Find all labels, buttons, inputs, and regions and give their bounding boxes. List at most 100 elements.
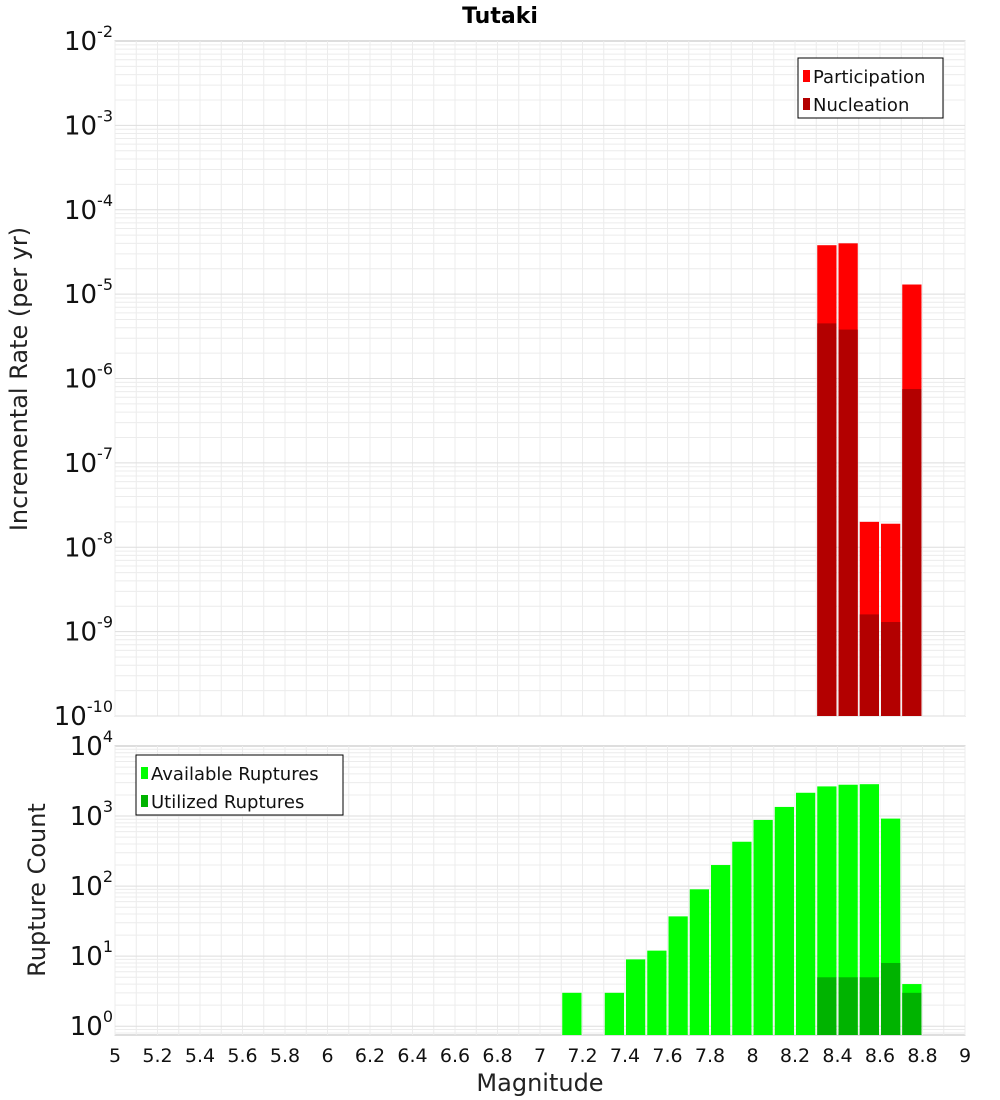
x-tick-label: 8 bbox=[746, 1045, 758, 1067]
available-ruptures-bar bbox=[626, 959, 646, 1035]
y-tick-label: 10-6 bbox=[64, 360, 113, 395]
available-ruptures-bar bbox=[668, 916, 688, 1035]
x-tick-label: 7 bbox=[534, 1045, 546, 1067]
legend-box bbox=[797, 57, 944, 119]
count-bars bbox=[562, 784, 922, 1035]
x-tick-label: 7.8 bbox=[695, 1045, 725, 1067]
legend-label: Utilized Ruptures bbox=[151, 792, 304, 813]
x-tick-label: 5.6 bbox=[227, 1045, 257, 1067]
y-tick-exponent: 0 bbox=[103, 1007, 113, 1026]
nucleation-bar bbox=[859, 614, 879, 716]
available-ruptures-bar bbox=[753, 819, 773, 1035]
y-tick-base: 10 bbox=[64, 533, 97, 563]
x-tick-label: 6.4 bbox=[397, 1045, 427, 1067]
x-tick-label: 9 bbox=[959, 1045, 971, 1067]
available-ruptures-bar bbox=[774, 806, 794, 1035]
x-tick-label: 5 bbox=[109, 1045, 121, 1067]
y-tick-exponent: -10 bbox=[87, 697, 113, 716]
rate-gridlines bbox=[114, 41, 966, 717]
x-tick-label: 5.2 bbox=[142, 1045, 172, 1067]
y-tick-base: 10 bbox=[70, 802, 103, 832]
y-tick-label: 102 bbox=[70, 867, 113, 902]
utilized-ruptures-bar bbox=[902, 992, 922, 1035]
y-tick-base: 10 bbox=[70, 872, 103, 902]
y-tick-exponent: 2 bbox=[103, 867, 113, 886]
legend-label: Participation bbox=[813, 67, 925, 88]
y-tick-exponent: -9 bbox=[97, 613, 113, 632]
y-tick-exponent: -5 bbox=[97, 275, 113, 294]
y-tick-base: 10 bbox=[64, 27, 97, 57]
y-tick-label: 10-8 bbox=[64, 528, 113, 563]
y-tick-exponent: -6 bbox=[97, 360, 113, 379]
y-tick-base: 10 bbox=[64, 618, 97, 648]
y-tick-exponent: -3 bbox=[97, 106, 113, 125]
y-tick-base: 10 bbox=[70, 732, 103, 762]
x-tick-label: 5.8 bbox=[270, 1045, 300, 1067]
available-ruptures-bar bbox=[796, 792, 816, 1035]
y-tick-label: 10-4 bbox=[64, 191, 113, 226]
x-tick-label: 6.6 bbox=[440, 1045, 470, 1067]
y-tick-label: 104 bbox=[70, 727, 113, 762]
x-tick-label: 5.4 bbox=[185, 1045, 215, 1067]
nucleation-bar bbox=[881, 622, 901, 716]
count-y-axis-label: Rupture Count bbox=[23, 803, 51, 977]
utilized-ruptures-bar bbox=[817, 977, 837, 1035]
x-tick-label: 6 bbox=[321, 1045, 333, 1067]
y-tick-label: 103 bbox=[70, 797, 113, 832]
y-tick-exponent: 4 bbox=[103, 727, 113, 746]
x-tick-label: 8.2 bbox=[780, 1045, 810, 1067]
y-tick-exponent: 1 bbox=[103, 937, 113, 956]
count-legend: Available Ruptures Utilized Ruptures bbox=[135, 754, 344, 816]
y-tick-base: 10 bbox=[64, 365, 97, 395]
rate-legend: Participation Nucleation bbox=[797, 57, 944, 119]
x-tick-label: 6.8 bbox=[482, 1045, 512, 1067]
magnitude-x-ticks: 5 5.2 5.4 5.6 5.8 6 6.2 6.4 6.6 6.8 7 7.2 7.4 7.6 7.8 8… bbox=[109, 1045, 971, 1067]
utilized-ruptures-bar bbox=[881, 962, 901, 1035]
y-tick-label: 10-5 bbox=[64, 275, 113, 310]
available-ruptures-bar bbox=[711, 865, 731, 1035]
y-tick-base: 10 bbox=[64, 111, 97, 141]
x-tick-label: 7.6 bbox=[652, 1045, 682, 1067]
available-ruptures-bar bbox=[859, 784, 879, 1035]
legend-swatch bbox=[803, 98, 810, 110]
y-tick-exponent: -8 bbox=[97, 528, 113, 547]
available-ruptures-bar bbox=[562, 992, 582, 1035]
rate-y-axis-label: Incremental Rate (per yr) bbox=[5, 227, 33, 531]
y-tick-exponent: 3 bbox=[103, 797, 113, 816]
available-ruptures-bar bbox=[604, 992, 624, 1035]
rate-bars bbox=[817, 243, 922, 717]
y-tick-exponent: -7 bbox=[97, 444, 113, 463]
utilized-ruptures-bar bbox=[838, 977, 858, 1035]
x-tick-label: 8.8 bbox=[907, 1045, 937, 1067]
nucleation-bar bbox=[817, 323, 837, 716]
y-tick-label: 10-7 bbox=[64, 444, 113, 479]
nucleation-bar bbox=[902, 389, 922, 716]
y-tick-label: 10-10 bbox=[54, 697, 113, 732]
chart-title: Tutaki bbox=[462, 4, 538, 29]
y-tick-label: 101 bbox=[70, 937, 113, 972]
y-tick-base: 10 bbox=[70, 1012, 103, 1042]
x-tick-label: 6.2 bbox=[355, 1045, 385, 1067]
available-ruptures-bar bbox=[732, 841, 752, 1035]
y-tick-label: 10-3 bbox=[64, 106, 113, 141]
available-ruptures-bar bbox=[838, 784, 858, 1035]
legend-swatch bbox=[803, 70, 810, 82]
y-tick-base: 10 bbox=[64, 449, 97, 479]
y-tick-label: 10-9 bbox=[64, 613, 113, 648]
y-tick-base: 10 bbox=[70, 942, 103, 972]
x-axis-label: Magnitude bbox=[476, 1069, 603, 1097]
legend-swatch bbox=[141, 795, 148, 807]
legend-label: Available Ruptures bbox=[151, 764, 319, 785]
y-tick-exponent: -4 bbox=[97, 191, 113, 210]
rate-panel: 10-210-310-410-510-610-710-810-910-10 In… bbox=[5, 22, 966, 732]
legend-swatch bbox=[141, 767, 148, 779]
y-tick-base: 10 bbox=[64, 280, 97, 310]
legend-box bbox=[135, 754, 344, 816]
rate-y-ticks: 10-210-310-410-510-610-710-810-910-10 bbox=[54, 22, 113, 732]
utilized-ruptures-bar bbox=[859, 977, 879, 1035]
legend-label: Nucleation bbox=[813, 95, 909, 116]
available-ruptures-bar bbox=[817, 786, 837, 1035]
